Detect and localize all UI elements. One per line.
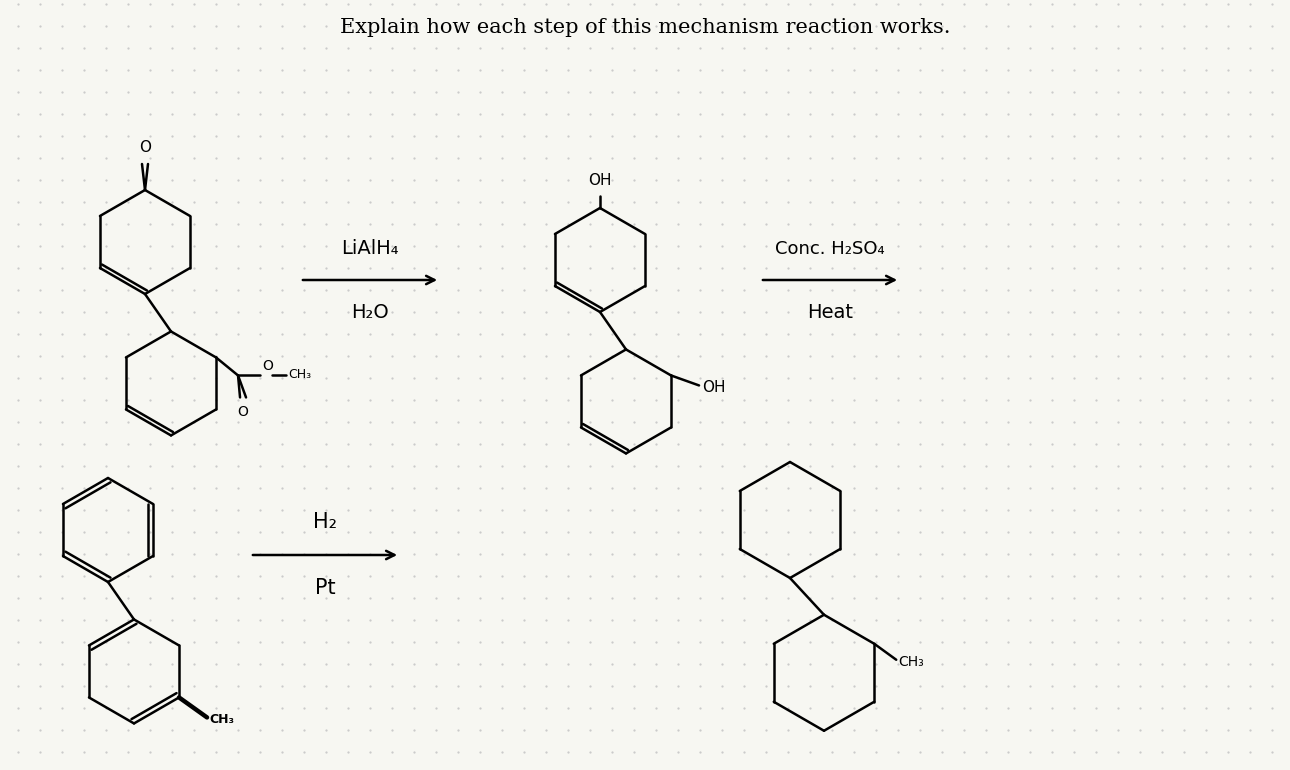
Text: CH₃: CH₃ [288,368,311,381]
Text: Conc. H₂SO₄: Conc. H₂SO₄ [775,240,885,258]
Text: Explain how each step of this mechanism reaction works.: Explain how each step of this mechanism … [339,18,951,36]
Text: O: O [237,406,249,420]
Text: Heat: Heat [808,303,853,322]
Text: Pt: Pt [315,578,335,598]
Text: H₂: H₂ [313,512,337,532]
Text: H₂O: H₂O [351,303,388,322]
Text: CH₃: CH₃ [209,713,233,726]
Text: O: O [262,360,273,373]
Text: O: O [139,140,151,155]
Text: CH₃: CH₃ [898,654,924,669]
Text: OH: OH [702,380,725,395]
Text: LiAlH₄: LiAlH₄ [342,239,399,258]
Text: OH: OH [588,173,611,188]
